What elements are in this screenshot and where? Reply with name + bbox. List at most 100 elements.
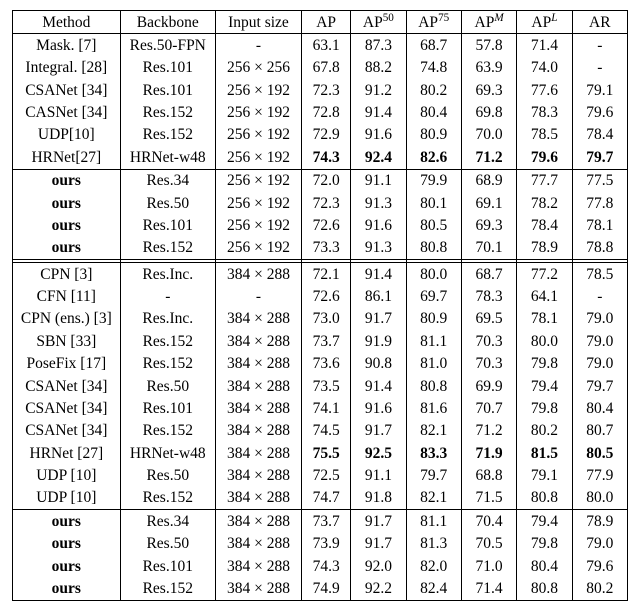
cell-ap: 72.9 <box>302 124 351 146</box>
cell-backbone: HRNet-w48 <box>120 146 215 169</box>
cell-apm: 69.5 <box>461 308 516 330</box>
cell-input: 384 × 288 <box>215 442 301 464</box>
cell-ap: 72.3 <box>302 192 351 214</box>
cell-backbone: Res.50 <box>120 375 215 397</box>
cell-ap50: 91.6 <box>351 397 406 419</box>
cell-ar: 80.4 <box>572 397 627 419</box>
cell-ar: 79.0 <box>572 533 627 555</box>
cell-ap: 74.1 <box>302 397 351 419</box>
cell-method: HRNet[27] <box>13 146 121 169</box>
cell-apl: 77.6 <box>517 79 572 101</box>
cell-apm: 69.3 <box>461 79 516 101</box>
cell-ar: 78.5 <box>572 263 627 286</box>
cell-method: ours <box>13 192 121 214</box>
cell-input: 384 × 288 <box>215 465 301 487</box>
cell-apm: 70.5 <box>461 533 516 555</box>
col-ap75: AP75 <box>406 11 461 34</box>
cell-method: ours <box>13 555 121 577</box>
cell-method: CSANet [34] <box>13 397 121 419</box>
table-row: SBN [33]Res.152384 × 28873.791.981.170.3… <box>13 330 628 352</box>
cell-ap75: 80.8 <box>406 237 461 260</box>
cell-ap75: 69.7 <box>406 286 461 308</box>
cell-ap50: 91.6 <box>351 214 406 236</box>
cell-method: ours <box>13 510 121 533</box>
cell-ap75: 68.7 <box>406 34 461 57</box>
cell-ap75: 82.1 <box>406 487 461 510</box>
cell-apm: 69.9 <box>461 375 516 397</box>
cell-apl: 80.8 <box>517 577 572 600</box>
cell-apl: 78.4 <box>517 214 572 236</box>
cell-input: 256 × 192 <box>215 79 301 101</box>
cell-input: 384 × 288 <box>215 420 301 442</box>
cell-backbone: - <box>120 286 215 308</box>
table-header-row: MethodBackboneInput sizeAPAP50AP75APMAPL… <box>13 11 628 34</box>
cell-ap75: 79.7 <box>406 465 461 487</box>
cell-ap75: 82.0 <box>406 555 461 577</box>
table-row: oursRes.152256 × 19273.391.380.870.178.9… <box>13 237 628 260</box>
cell-input: 384 × 288 <box>215 353 301 375</box>
table-row: oursRes.152384 × 28874.992.282.471.480.8… <box>13 577 628 600</box>
cell-ap: 72.6 <box>302 214 351 236</box>
cell-apl: 74.0 <box>517 57 572 79</box>
cell-ap: 73.0 <box>302 308 351 330</box>
cell-method: HRNet [27] <box>13 442 121 464</box>
cell-input: 256 × 192 <box>215 124 301 146</box>
cell-ap50: 91.7 <box>351 420 406 442</box>
col-input: Input size <box>215 11 301 34</box>
cell-ap75: 80.5 <box>406 214 461 236</box>
cell-ar: 79.1 <box>572 79 627 101</box>
cell-backbone: Res.152 <box>120 420 215 442</box>
cell-apm: 69.3 <box>461 214 516 236</box>
cell-ap: 73.3 <box>302 237 351 260</box>
cell-backbone: Res.101 <box>120 214 215 236</box>
cell-ap: 72.0 <box>302 169 351 192</box>
cell-ar: 79.7 <box>572 146 627 169</box>
table-row: oursRes.101384 × 28874.392.082.071.080.4… <box>13 555 628 577</box>
cell-backbone: Res.Inc. <box>120 263 215 286</box>
cell-ar: 78.1 <box>572 214 627 236</box>
cell-apl: 77.7 <box>517 169 572 192</box>
cell-apm: 70.3 <box>461 330 516 352</box>
cell-ar: 77.5 <box>572 169 627 192</box>
cell-apm: 71.2 <box>461 420 516 442</box>
cell-apl: 79.1 <box>517 465 572 487</box>
cell-method: CFN [11] <box>13 286 121 308</box>
cell-method: CSANet [34] <box>13 420 121 442</box>
cell-backbone: Res.50 <box>120 533 215 555</box>
cell-ap75: 81.3 <box>406 533 461 555</box>
cell-apm: 70.4 <box>461 510 516 533</box>
cell-ap50: 91.4 <box>351 375 406 397</box>
cell-ap: 72.6 <box>302 286 351 308</box>
cell-ar: 79.6 <box>572 102 627 124</box>
cell-ap50: 91.4 <box>351 263 406 286</box>
cell-apl: 78.1 <box>517 308 572 330</box>
cell-ap50: 91.4 <box>351 102 406 124</box>
col-ap50: AP50 <box>351 11 406 34</box>
cell-input: - <box>215 34 301 57</box>
cell-ap50: 91.8 <box>351 487 406 510</box>
cell-apm: 70.0 <box>461 124 516 146</box>
table-row: PoseFix [17]Res.152384 × 28873.690.881.0… <box>13 353 628 375</box>
cell-apm: 69.8 <box>461 102 516 124</box>
cell-backbone: Res.Inc. <box>120 308 215 330</box>
cell-ap75: 82.6 <box>406 146 461 169</box>
cell-ap50: 91.6 <box>351 124 406 146</box>
cell-backbone: Res.34 <box>120 510 215 533</box>
table-row: Mask. [7]Res.50-FPN-63.187.368.757.871.4… <box>13 34 628 57</box>
cell-method: PoseFix [17] <box>13 353 121 375</box>
cell-ap75: 81.1 <box>406 330 461 352</box>
cell-ap75: 74.8 <box>406 57 461 79</box>
cell-ap75: 80.9 <box>406 124 461 146</box>
cell-input: 256 × 192 <box>215 192 301 214</box>
table-row: oursRes.101256 × 19272.691.680.569.378.4… <box>13 214 628 236</box>
cell-ar: 79.6 <box>572 555 627 577</box>
cell-backbone: Res.152 <box>120 124 215 146</box>
table-row: CSANet [34]Res.50384 × 28873.591.480.869… <box>13 375 628 397</box>
table-row: Integral. [28]Res.101256 × 25667.888.274… <box>13 57 628 79</box>
cell-apl: 80.4 <box>517 555 572 577</box>
table-row: UDP [10]Res.152384 × 28874.791.882.171.5… <box>13 487 628 510</box>
cell-ar: - <box>572 286 627 308</box>
cell-method: CSANet [34] <box>13 375 121 397</box>
cell-ap: 73.6 <box>302 353 351 375</box>
cell-ap75: 80.2 <box>406 79 461 101</box>
